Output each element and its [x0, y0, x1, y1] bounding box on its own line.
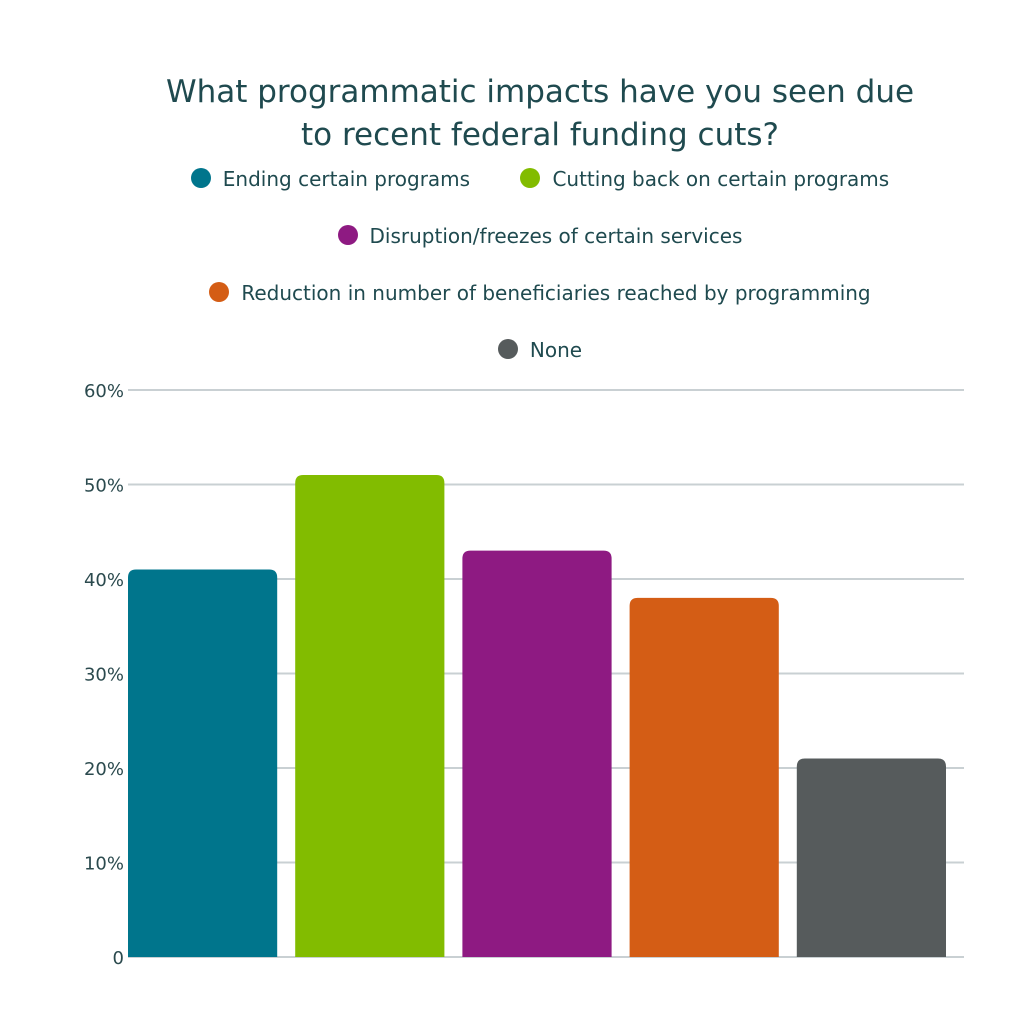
legend-label-disruption: Disruption/freezes of certain services	[369, 223, 743, 248]
bar-5	[796, 758, 946, 957]
legend-item-none: None	[497, 336, 583, 364]
y-tick-label: 40%	[84, 570, 124, 591]
legend-row-1: Ending certain programs Cutting back on …	[0, 163, 1024, 193]
legend-label-cutting-back: Cutting back on certain programs	[552, 166, 890, 191]
y-tick-label: 50%	[84, 476, 124, 497]
y-tick-label: 30%	[84, 665, 124, 686]
legend-label-ending: Ending certain programs	[222, 166, 471, 191]
legend-swatch-ending	[190, 168, 211, 188]
chart-title: What programmatic impacts have you seen …	[100, 71, 980, 157]
legend-item-reduction: Reduction in number of beneficiaries rea…	[209, 279, 871, 307]
bar-4	[629, 597, 779, 957]
bar-1	[128, 569, 278, 957]
legend-label-none: None	[529, 337, 583, 362]
legend-item-ending: Ending certain programs	[190, 165, 471, 193]
legend-row-4: None	[0, 334, 1024, 364]
y-tick-label: 10%	[84, 854, 124, 875]
legend-swatch-reduction	[209, 282, 230, 302]
y-tick-label: 0	[113, 948, 124, 969]
legend-label-reduction: Reduction in number of beneficiaries rea…	[241, 280, 871, 305]
legend-item-cutting-back: Cutting back on certain programs	[520, 165, 889, 193]
y-tick-label: 60%	[84, 381, 124, 402]
bars	[128, 475, 946, 957]
bar-3	[462, 550, 612, 957]
y-axis-ticks: 0 10% 20% 30% 40% 50% 60%	[84, 381, 124, 969]
chart-title-line-2: to recent federal funding cuts?	[301, 116, 779, 153]
bar-2	[295, 475, 445, 957]
legend-row-3: Reduction in number of beneficiaries rea…	[0, 277, 1024, 307]
legend-swatch-disruption	[337, 225, 358, 245]
y-tick-label: 20%	[84, 759, 124, 780]
legend-swatch-cutting-back	[520, 168, 541, 188]
legend-item-disruption: Disruption/freezes of certain services	[337, 222, 743, 250]
legend-swatch-none	[497, 339, 518, 359]
chart-title-line-1: What programmatic impacts have you seen …	[165, 73, 915, 110]
legend-row-2: Disruption/freezes of certain services	[0, 220, 1024, 250]
